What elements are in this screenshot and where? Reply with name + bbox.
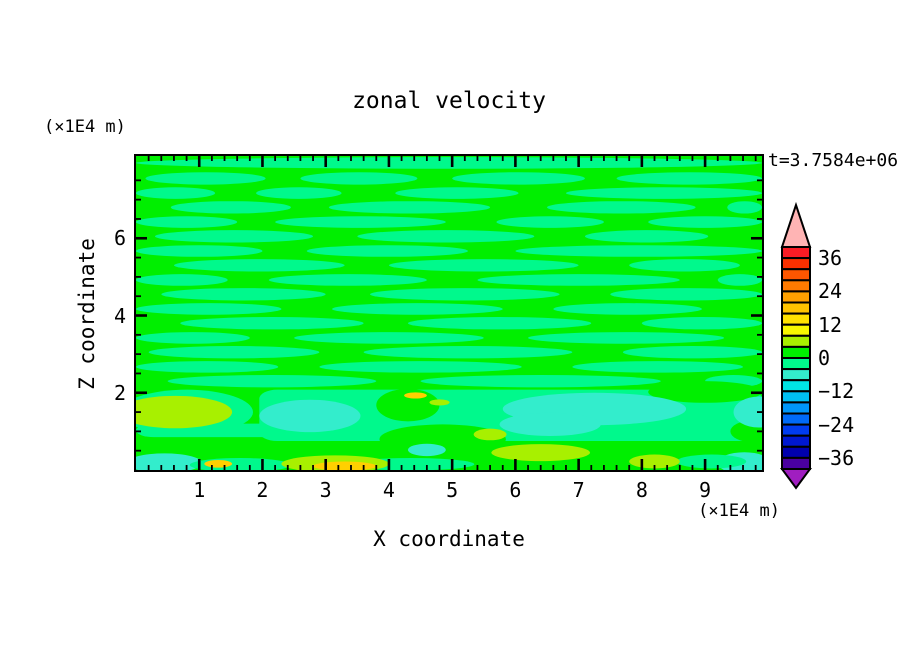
- x-tick-label: 3: [319, 478, 332, 502]
- colorbar-tick-label: −24: [818, 412, 855, 437]
- y-tick-label: 4: [113, 303, 126, 328]
- plot-title: zonal velocity: [352, 88, 546, 114]
- x-axis-unit-label: (×1E4 m): [698, 501, 780, 521]
- plot-area: [134, 154, 764, 472]
- colorbar-tick-label: 24: [818, 279, 843, 304]
- y-tick-label: 6: [113, 226, 126, 251]
- colorbar-tick-label: 36: [818, 246, 843, 271]
- x-tick-label: 5: [446, 478, 459, 502]
- x-tick-label: 9: [699, 478, 712, 502]
- contour-field: [136, 156, 762, 470]
- colorbar-tick-label: 12: [818, 312, 843, 337]
- x-tick-label: 6: [509, 478, 522, 502]
- x-axis-title: X coordinate: [373, 527, 525, 551]
- colorbar-tick-label: −36: [818, 445, 855, 470]
- colorbar-tick-label: −12: [818, 379, 855, 404]
- x-tick-label: 4: [382, 478, 395, 502]
- x-tick-label: 8: [635, 478, 648, 502]
- x-tick-label: 7: [572, 478, 585, 502]
- colorbar-tick-label: 0: [818, 346, 831, 370]
- y-tick-label: 2: [113, 380, 126, 405]
- x-tick-label: 2: [256, 478, 269, 502]
- timestamp-label: t=3.7584e+06: [768, 150, 899, 171]
- x-tick-label: 1: [193, 478, 206, 502]
- colorbar: [780, 201, 812, 490]
- y-axis-unit-label: (×1E4 m): [44, 117, 126, 137]
